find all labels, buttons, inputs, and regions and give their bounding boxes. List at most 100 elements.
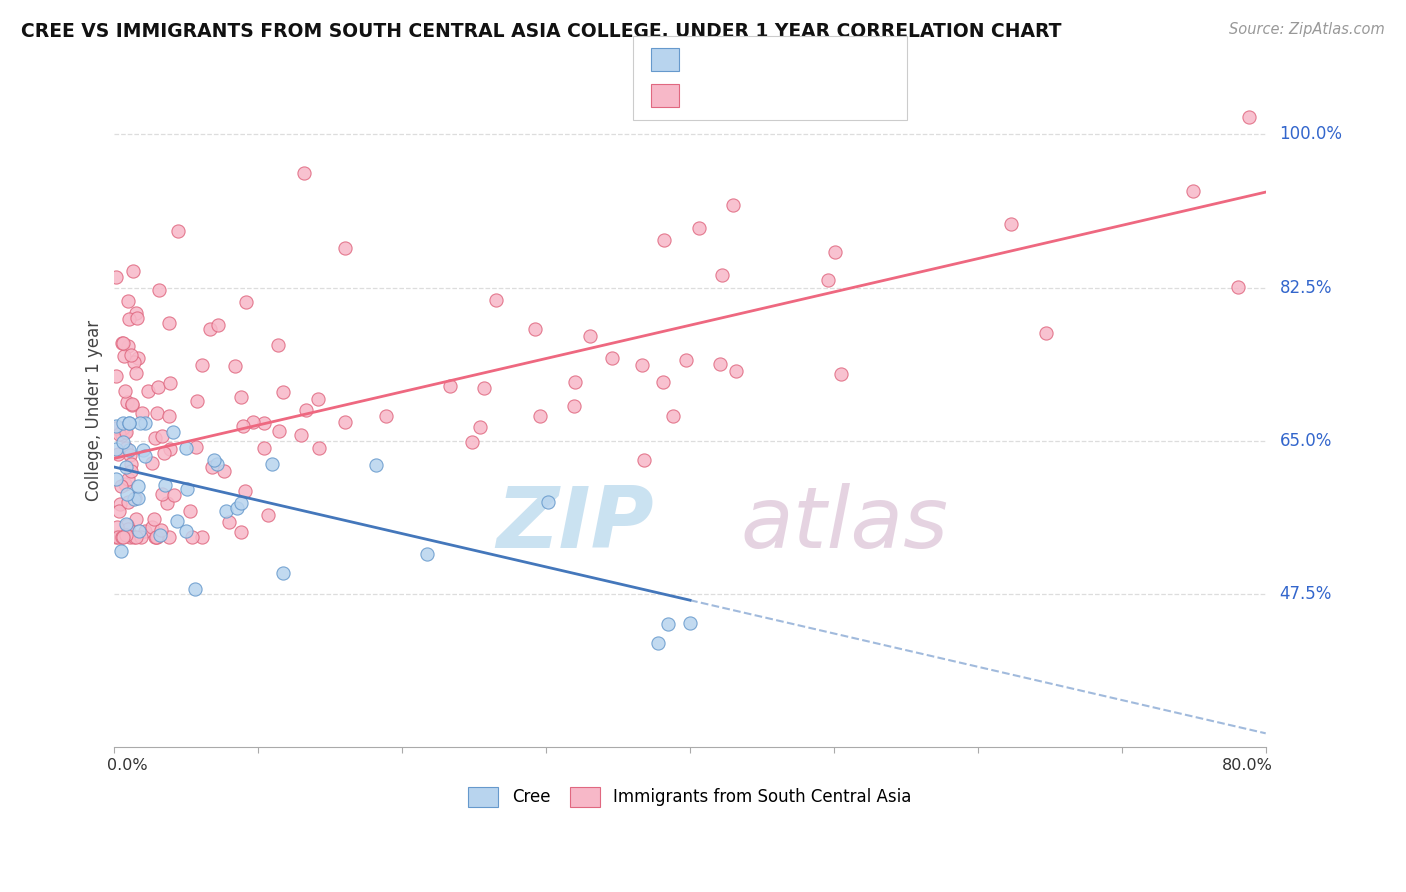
Point xyxy=(112,420,135,434)
Point xyxy=(104,421,127,435)
Point xyxy=(1035,326,1057,340)
Point xyxy=(1000,217,1022,231)
Point xyxy=(271,384,294,399)
Text: atlas: atlas xyxy=(741,483,949,566)
Point xyxy=(121,398,143,412)
Point xyxy=(214,504,236,518)
Point xyxy=(122,264,145,278)
Point xyxy=(150,523,173,537)
Point xyxy=(124,491,146,505)
Point xyxy=(307,392,329,407)
Text: CREE VS IMMIGRANTS FROM SOUTH CENTRAL ASIA COLLEGE, UNDER 1 YEAR CORRELATION CHA: CREE VS IMMIGRANTS FROM SOUTH CENTRAL AS… xyxy=(21,22,1062,41)
Point xyxy=(115,516,138,531)
Point xyxy=(647,636,669,650)
Point xyxy=(105,520,128,534)
Point xyxy=(207,457,229,471)
Point xyxy=(145,530,167,544)
Point xyxy=(115,460,138,475)
Point xyxy=(148,283,170,297)
Point xyxy=(579,329,602,343)
Point xyxy=(118,442,141,457)
Point xyxy=(127,351,149,365)
Point xyxy=(136,384,159,398)
Point xyxy=(364,458,387,473)
Point xyxy=(675,352,697,367)
Point xyxy=(267,338,290,352)
Point xyxy=(117,487,139,501)
Point xyxy=(721,198,744,212)
Point xyxy=(132,443,155,458)
Point xyxy=(146,406,169,420)
Point xyxy=(129,530,152,544)
Point xyxy=(150,428,173,442)
Point xyxy=(149,528,172,542)
Point xyxy=(257,508,280,522)
Point xyxy=(824,244,846,259)
Point xyxy=(122,492,145,507)
Text: ZIP: ZIP xyxy=(496,483,654,566)
Point xyxy=(709,357,731,371)
Point xyxy=(657,617,679,632)
Point xyxy=(156,495,179,509)
Point xyxy=(143,530,166,544)
Point xyxy=(1239,110,1261,124)
Point xyxy=(200,322,222,336)
Point xyxy=(107,530,129,544)
Text: 82.5%: 82.5% xyxy=(1279,278,1331,296)
Point xyxy=(108,497,131,511)
Point xyxy=(184,441,207,455)
Point xyxy=(229,524,252,539)
Point xyxy=(652,375,675,389)
Point xyxy=(235,295,257,310)
Point xyxy=(174,442,197,456)
Point xyxy=(1227,280,1250,294)
Text: 0.0%: 0.0% xyxy=(107,758,148,772)
Point xyxy=(167,224,190,238)
Point xyxy=(202,453,225,467)
Point xyxy=(271,566,294,580)
Text: 65.0%: 65.0% xyxy=(1279,432,1331,450)
Point xyxy=(218,515,240,529)
Point xyxy=(335,415,357,429)
Point xyxy=(111,428,134,442)
Point xyxy=(145,530,167,544)
Point xyxy=(159,442,181,456)
Point xyxy=(564,375,586,389)
Point xyxy=(564,399,586,413)
Point xyxy=(186,393,208,408)
Point xyxy=(233,484,256,499)
Point xyxy=(105,530,128,544)
Point xyxy=(253,416,276,430)
Point xyxy=(121,397,143,411)
Point xyxy=(115,528,138,542)
Point xyxy=(120,458,142,472)
Point xyxy=(150,487,173,501)
Point xyxy=(117,495,139,509)
Point xyxy=(295,402,318,417)
Point xyxy=(112,350,135,364)
Point xyxy=(184,582,207,596)
Point xyxy=(118,448,141,462)
Point xyxy=(176,482,198,496)
Point xyxy=(124,530,146,544)
Point xyxy=(110,543,132,558)
Point xyxy=(125,366,148,380)
Point xyxy=(529,409,551,423)
Point xyxy=(111,336,134,351)
Legend: Cree, Immigrants from South Central Asia: Cree, Immigrants from South Central Asia xyxy=(461,780,918,814)
Point xyxy=(724,364,747,378)
Point xyxy=(134,417,156,431)
Point xyxy=(190,358,212,372)
Point xyxy=(537,494,560,508)
Point xyxy=(117,518,139,533)
Point xyxy=(157,409,180,423)
Text: R =: R = xyxy=(690,88,725,103)
Text: -0.241: -0.241 xyxy=(728,53,786,67)
Text: 0.348: 0.348 xyxy=(728,88,779,103)
Point xyxy=(201,459,224,474)
Text: 80.0%: 80.0% xyxy=(1222,758,1272,772)
Point xyxy=(461,434,484,449)
Point xyxy=(830,367,852,381)
Point xyxy=(267,424,290,438)
Point xyxy=(817,273,839,287)
